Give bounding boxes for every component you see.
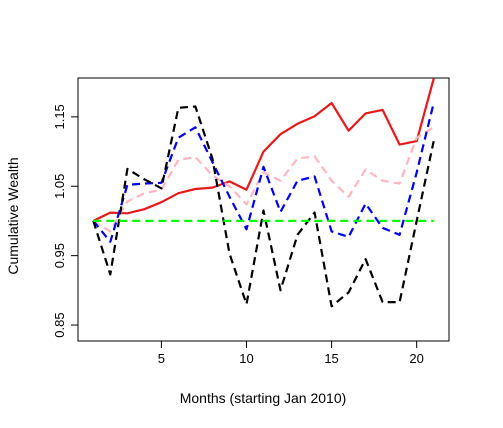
y-tick-label: 1.05 <box>52 174 67 199</box>
series-layer <box>92 78 435 308</box>
series-line-4 <box>92 105 435 308</box>
series-line-1 <box>92 78 435 222</box>
x-tick-label: 20 <box>409 351 423 366</box>
y-axis: 0.85 0.95 1.05 1.15 <box>52 104 79 338</box>
x-axis-title: Months (starting Jan 2010) <box>180 390 347 406</box>
x-tick-label: 15 <box>324 351 338 366</box>
series-line-2 <box>92 126 435 233</box>
x-tick-label: 5 <box>158 351 165 366</box>
y-tick-label: 1.15 <box>52 104 67 129</box>
y-axis-title: Cumulative Wealth <box>5 157 21 274</box>
x-tick-label: 10 <box>239 351 253 366</box>
x-axis: 5 10 15 20 <box>158 340 424 366</box>
y-tick-label: 0.95 <box>52 243 67 268</box>
y-tick-label: 0.85 <box>52 312 67 337</box>
